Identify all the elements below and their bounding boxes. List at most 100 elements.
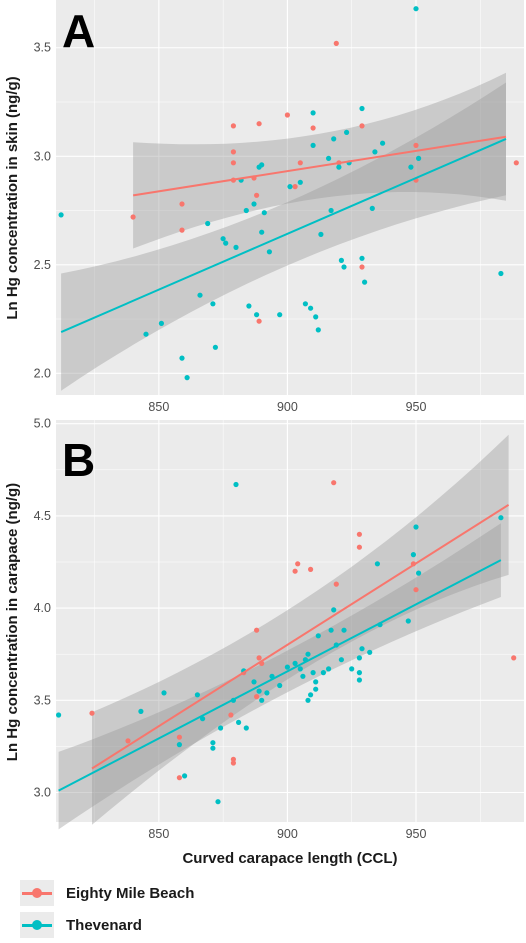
data-point-eighty-mile-beach	[179, 227, 185, 233]
y-tick-label: 4.0	[34, 601, 51, 615]
data-point-eighty-mile-beach	[230, 160, 236, 166]
data-point-thevenard	[380, 140, 386, 146]
data-point-thevenard	[158, 320, 164, 326]
data-point-thevenard	[223, 240, 229, 246]
legend-label-eighty-mile-beach: Eighty Mile Beach	[66, 884, 195, 902]
data-point-thevenard	[341, 627, 347, 633]
data-point-eighty-mile-beach	[228, 712, 234, 718]
data-point-eighty-mile-beach	[359, 264, 365, 270]
data-point-thevenard	[313, 314, 319, 320]
data-point-thevenard	[359, 105, 365, 112]
data-point-thevenard	[236, 719, 242, 726]
data-point-eighty-mile-beach	[230, 123, 236, 129]
data-point-thevenard	[374, 561, 380, 567]
panel-b-label: B	[62, 434, 95, 486]
data-point-thevenard	[356, 655, 362, 661]
data-point-thevenard	[318, 231, 324, 237]
data-point-eighty-mile-beach	[176, 734, 182, 740]
legend-key-thevenard	[20, 912, 54, 938]
data-point-eighty-mile-beach	[230, 149, 236, 155]
data-point-thevenard	[310, 142, 316, 148]
data-point-eighty-mile-beach	[413, 587, 419, 593]
data-point-thevenard	[56, 712, 62, 718]
data-point-thevenard	[197, 292, 203, 298]
data-point-eighty-mile-beach	[356, 531, 362, 537]
data-point-thevenard	[308, 305, 314, 311]
data-point-eighty-mile-beach	[513, 160, 519, 166]
data-point-thevenard	[310, 110, 316, 116]
data-point-thevenard	[362, 279, 368, 285]
data-point-eighty-mile-beach	[284, 112, 290, 118]
legend: Eighty Mile Beach Thevenard	[20, 878, 240, 940]
y-tick-label: 3.5	[34, 693, 51, 707]
data-point-eighty-mile-beach	[256, 655, 262, 661]
data-point-thevenard	[220, 236, 226, 242]
data-point-eighty-mile-beach	[333, 40, 339, 47]
data-point-eighty-mile-beach	[333, 581, 339, 587]
data-point-thevenard	[338, 657, 344, 663]
data-point-thevenard	[210, 301, 216, 307]
data-point-eighty-mile-beach	[308, 566, 314, 573]
data-point-eighty-mile-beach	[511, 655, 517, 661]
data-point-thevenard	[313, 686, 319, 692]
data-point-thevenard	[256, 688, 262, 694]
data-point-eighty-mile-beach	[179, 201, 185, 207]
fit-line-eighty-mile-beach	[132, 135, 507, 197]
legend-item-thevenard: Thevenard	[20, 910, 240, 940]
data-point-thevenard	[328, 207, 334, 214]
panel-a-gridlines	[56, 0, 524, 395]
panel-a-y-ticks: 2.0 2.5 3.0 3.5	[34, 41, 51, 381]
data-point-thevenard	[259, 697, 265, 703]
data-point-eighty-mile-beach	[292, 568, 298, 574]
panel-a-points	[58, 6, 519, 381]
panel-a-x-ticks: 850 900 950	[148, 400, 426, 414]
x-tick-label: 900	[277, 827, 298, 841]
panel-b-y-axis-label: Ln Hg concentration in carapace (ng/g)	[4, 483, 21, 761]
legend-item-eighty-mile-beach: Eighty Mile Beach	[20, 878, 240, 908]
data-point-thevenard	[143, 331, 149, 337]
data-point-thevenard	[205, 220, 211, 227]
data-point-eighty-mile-beach	[295, 561, 301, 567]
x-tick-label: 850	[148, 827, 169, 841]
data-point-eighty-mile-beach	[310, 125, 316, 131]
data-point-thevenard	[215, 799, 221, 805]
data-point-thevenard	[305, 697, 311, 703]
data-point-thevenard	[210, 745, 216, 751]
data-point-thevenard	[277, 312, 283, 318]
data-point-thevenard	[341, 264, 347, 270]
x-tick-label: 900	[277, 400, 298, 414]
data-point-thevenard	[264, 690, 270, 696]
data-point-thevenard	[212, 344, 218, 350]
data-point-thevenard	[356, 677, 362, 683]
data-point-thevenard	[251, 679, 257, 685]
data-point-eighty-mile-beach	[176, 775, 182, 781]
data-point-thevenard	[313, 679, 319, 685]
data-point-thevenard	[331, 136, 337, 142]
data-point-thevenard	[210, 740, 216, 746]
data-point-eighty-mile-beach	[254, 627, 260, 633]
data-point-thevenard	[182, 773, 188, 779]
data-point-thevenard	[359, 255, 365, 261]
x-tick-label: 950	[406, 827, 427, 841]
data-point-eighty-mile-beach	[356, 544, 362, 550]
data-point-thevenard	[308, 692, 314, 698]
y-tick-label: 3.0	[34, 785, 51, 799]
data-point-eighty-mile-beach	[331, 480, 337, 486]
panel-a-label: A	[62, 5, 95, 57]
data-point-thevenard	[310, 670, 316, 676]
data-point-thevenard	[243, 725, 249, 731]
data-point-thevenard	[269, 673, 275, 679]
panel-b-y-ticks: 3.0 3.5 4.0 4.5 5.0	[34, 417, 51, 800]
legend-label-thevenard: Thevenard	[66, 916, 142, 934]
data-point-thevenard	[356, 670, 362, 676]
data-point-thevenard	[349, 666, 355, 672]
panel-a-confidence-ribbons	[61, 72, 506, 391]
data-point-thevenard	[254, 312, 260, 318]
data-point-thevenard	[315, 327, 321, 333]
y-tick-label: 3.0	[34, 149, 51, 163]
data-point-eighty-mile-beach	[256, 121, 262, 127]
data-point-thevenard	[259, 229, 265, 235]
panel-b-background	[56, 420, 524, 822]
data-point-thevenard	[359, 646, 365, 652]
